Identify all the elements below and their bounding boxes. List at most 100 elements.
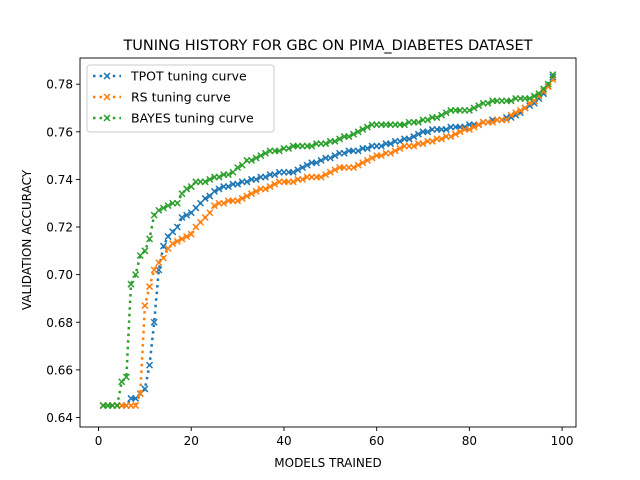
series-layer	[99, 71, 557, 410]
data-point	[400, 121, 409, 129]
data-point	[438, 135, 446, 143]
data-point	[271, 180, 279, 188]
data-point	[405, 135, 413, 143]
data-point	[475, 102, 483, 110]
data-point	[234, 163, 242, 172]
legend-entry-bayes: BAYES tuning curve	[93, 111, 254, 126]
data-point	[247, 156, 256, 164]
data-point	[132, 271, 140, 279]
y-tick-label: 0.68	[46, 316, 73, 330]
legend-label: TPOT tuning curve	[130, 69, 247, 84]
data-point	[451, 130, 460, 138]
y-tick-label: 0.70	[46, 268, 73, 282]
data-point	[354, 161, 362, 169]
data-point	[507, 97, 515, 105]
y-tick-label: 0.72	[46, 221, 73, 235]
data-point	[234, 197, 242, 205]
data-point	[210, 202, 218, 210]
data-point	[252, 154, 260, 162]
data-point	[410, 133, 418, 141]
x-axis-label: MODELS TRAINED	[274, 456, 381, 470]
data-point	[354, 147, 362, 155]
data-point	[173, 223, 181, 231]
data-point	[169, 240, 177, 248]
data-point	[317, 173, 325, 181]
legend-entry-rs: RS tuning curve	[93, 90, 231, 105]
data-point	[150, 266, 158, 274]
data-point	[173, 199, 181, 207]
y-tick-label: 0.78	[46, 78, 73, 92]
axes-frame	[79, 57, 577, 428]
data-point	[465, 106, 473, 114]
data-point	[159, 242, 167, 250]
data-point	[331, 137, 339, 145]
data-point	[424, 116, 432, 124]
y-tick-label: 0.74	[46, 173, 73, 187]
legend-entry-tpot: TPOT tuning curve	[93, 69, 247, 84]
plot-area	[79, 57, 577, 428]
data-point	[424, 128, 432, 136]
data-point	[252, 187, 260, 195]
data-point	[234, 180, 242, 188]
data-point	[150, 318, 158, 326]
data-point	[544, 80, 552, 88]
data-point	[252, 175, 260, 183]
legend-marker	[103, 93, 111, 101]
data-point	[447, 133, 455, 141]
data-point	[261, 173, 269, 181]
data-point	[183, 211, 191, 219]
data-point	[187, 230, 195, 238]
data-point	[331, 152, 339, 160]
data-point	[243, 178, 251, 186]
data-point	[410, 142, 418, 150]
x-tick-label: 40	[276, 434, 291, 448]
legend-marker	[103, 114, 111, 122]
legend: TPOT tuning curve RS tuning curve BAYES tu…	[86, 64, 275, 133]
data-point	[159, 254, 167, 262]
data-point	[298, 175, 307, 183]
data-point	[122, 373, 130, 381]
data-point	[340, 149, 348, 157]
data-point	[331, 166, 339, 174]
data-point	[363, 123, 371, 131]
data-point	[210, 187, 218, 195]
y-axis: 0.64 0.66 0.68 0.70 0.72 0.74 0.76 0.78	[46, 78, 80, 425]
data-point	[377, 152, 385, 160]
data-point	[271, 171, 279, 179]
data-point	[359, 159, 367, 167]
data-point	[289, 178, 297, 186]
x-tick-label: 80	[462, 434, 477, 448]
data-point	[465, 125, 473, 133]
data-point	[275, 147, 283, 155]
data-point	[159, 204, 167, 212]
data-point	[549, 71, 557, 79]
data-point	[220, 199, 228, 207]
data-point	[414, 130, 422, 138]
data-point	[368, 154, 376, 162]
data-point	[326, 154, 334, 162]
data-point	[475, 121, 483, 129]
data-point	[396, 144, 404, 152]
data-point	[164, 202, 172, 210]
legend-marker	[103, 72, 111, 80]
data-point	[349, 163, 358, 172]
data-point	[155, 206, 163, 214]
data-point	[266, 183, 274, 191]
legend-label: RS tuning curve	[131, 90, 231, 105]
data-point	[312, 159, 320, 167]
data-point	[113, 402, 121, 410]
data-point	[289, 168, 297, 176]
data-point	[224, 183, 232, 191]
data-point	[178, 235, 186, 243]
data-point	[489, 118, 497, 126]
data-point	[470, 123, 478, 131]
data-point	[516, 106, 524, 114]
data-point	[238, 194, 246, 202]
data-point	[391, 147, 399, 155]
data-point	[336, 135, 344, 143]
chart-title: TUNING HISTORY FOR GBC ON PIMA_DIABETES …	[122, 38, 532, 54]
data-point	[354, 128, 362, 136]
data-point	[141, 302, 149, 310]
data-point	[322, 140, 330, 148]
data-point	[127, 280, 135, 288]
